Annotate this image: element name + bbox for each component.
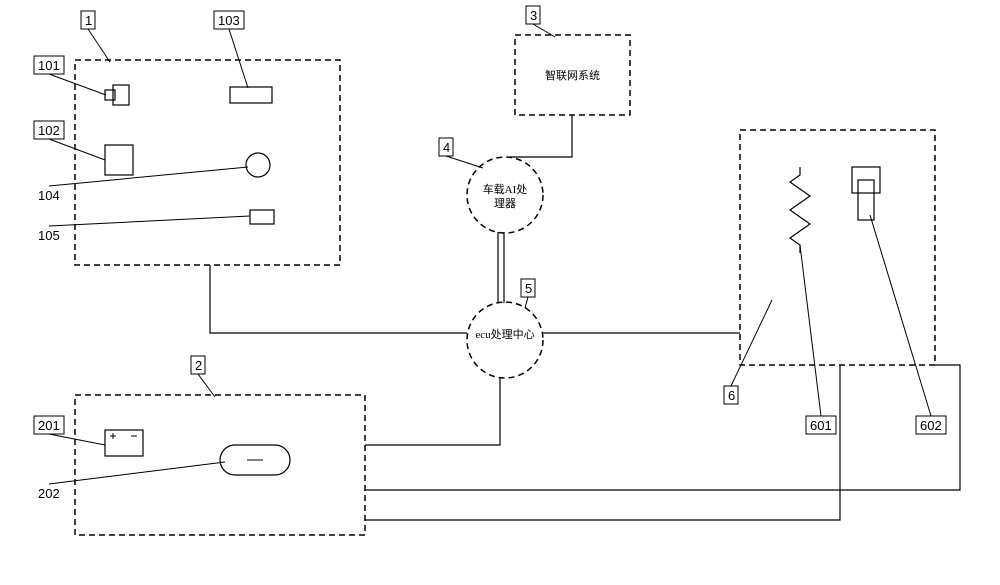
ref-201: 201 [34, 416, 105, 445]
svg-text:202: 202 [38, 486, 60, 501]
n102 [105, 145, 133, 175]
svg-text:1: 1 [85, 13, 92, 28]
svg-text:105: 105 [38, 228, 60, 243]
ref-6: 6 [724, 300, 772, 404]
svg-text:6: 6 [728, 388, 735, 403]
svg-text:201: 201 [38, 418, 60, 433]
ref-105: 105 [38, 216, 250, 243]
box6 [740, 130, 935, 365]
svg-text:5: 5 [525, 281, 532, 296]
n201a [110, 433, 116, 439]
ref-4: 4 [439, 138, 483, 168]
box3: 智联网系统 [515, 35, 630, 115]
n5: ecu处理中心 [467, 302, 543, 378]
n103 [230, 87, 272, 103]
connection [510, 115, 572, 157]
connection [210, 265, 467, 333]
ref-2: 2 [191, 356, 215, 397]
ref-103: 103 [214, 11, 248, 88]
svg-text:102: 102 [38, 123, 60, 138]
svg-text:3: 3 [530, 8, 537, 23]
ref-3: 3 [526, 6, 555, 37]
connection [365, 365, 840, 520]
svg-text:103: 103 [218, 13, 240, 28]
n4: 车载AI处理器 [467, 157, 543, 233]
n201 [105, 430, 143, 456]
box3-label: 智联网系统 [545, 68, 600, 82]
ref-104: 104 [38, 167, 248, 203]
svg-text:101: 101 [38, 58, 60, 73]
ref-601: 601 [800, 245, 836, 434]
svg-text:4: 4 [443, 140, 450, 155]
n602b [858, 180, 874, 220]
diagram-canvas: 智联网系统车载AI处理器 ecu处理中心 1 101 102 103 104 105 2 201 2… [0, 0, 1000, 585]
ref-5: 5 [521, 279, 535, 308]
n104 [246, 153, 270, 177]
ref-101: 101 [34, 56, 106, 95]
n601 [790, 167, 810, 253]
n5-label1: ecu处理中心 [475, 328, 534, 341]
box2 [75, 395, 365, 535]
svg-text:2: 2 [195, 358, 202, 373]
ref-202: 202 [38, 462, 225, 501]
n202 [220, 445, 290, 475]
svg-text:104: 104 [38, 188, 60, 203]
n4-label2: 理器 [494, 197, 516, 210]
n4-label1: 车载AI处 [483, 182, 528, 196]
connection [365, 365, 960, 490]
connection [365, 378, 500, 445]
svg-text:602: 602 [920, 418, 942, 433]
n105 [250, 210, 274, 224]
ref-102: 102 [34, 121, 105, 160]
ref-1: 1 [81, 11, 110, 62]
svg-text:601: 601 [810, 418, 832, 433]
